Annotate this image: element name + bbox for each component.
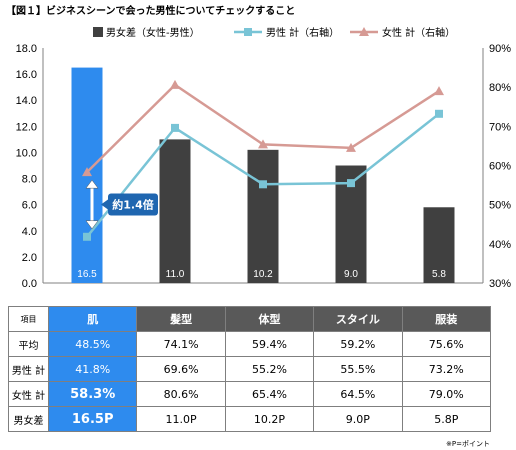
y-left-tick-label: 6.0 — [22, 200, 37, 212]
bar-value-label: 16.5 — [77, 269, 97, 280]
table-cell: 48.5% — [47, 331, 138, 357]
data-point — [258, 139, 268, 149]
table-corner-header: 項目 — [8, 306, 49, 332]
table-cell: 79.0% — [401, 381, 492, 407]
table-cell: 69.6% — [136, 356, 226, 382]
bar-value-label: 9.0 — [344, 269, 358, 280]
table-row: 男女差 16.5P 11.0P 10.2P 9.0P 5.8P — [8, 406, 492, 432]
annotation-box — [108, 193, 158, 216]
table-cell: 58.3% — [47, 381, 138, 407]
row-label: 男女差 — [8, 406, 49, 432]
data-point — [434, 86, 444, 96]
y-right-tick-label: 40% — [489, 239, 511, 251]
column-header: 肌 — [47, 306, 138, 332]
y-left-tick-label: 8.0 — [22, 174, 37, 186]
bar — [423, 207, 455, 283]
y-right-tick-label: 90% — [489, 43, 511, 55]
y-left-tick-label: 16.0 — [16, 69, 37, 81]
table-cell: 59.4% — [224, 331, 315, 357]
table-row: 男性 計 41.8% 69.6% 55.2% 55.5% 73.2% — [8, 356, 492, 382]
y-right-tick-label: 60% — [489, 161, 511, 173]
bar-value-label: 11.0 — [166, 269, 185, 280]
table-cell: 9.0P — [313, 406, 403, 432]
row-label: 女性 計 — [8, 381, 49, 407]
data-point — [346, 142, 356, 152]
figure-title: 【図１】ビジネスシーンで会った男性についてチェックすること — [6, 6, 296, 17]
y-right-tick-label: 50% — [489, 200, 511, 212]
annotation-pointer — [101, 199, 108, 210]
table-cell: 55.2% — [224, 356, 315, 382]
legend-label: 男女差（女性-男性） — [106, 26, 200, 39]
y-right-tick-label: 80% — [489, 82, 511, 94]
column-header: 体型 — [224, 306, 315, 332]
table-cell: 80.6% — [136, 381, 226, 407]
table-cell: 41.8% — [47, 356, 138, 382]
column-header: 髪型 — [136, 306, 226, 332]
legend-label: 男性 計（右軸） — [266, 26, 339, 39]
annotation-arrow-head — [85, 179, 99, 189]
y-left-tick-label: 18.0 — [16, 43, 37, 55]
table-cell: 5.8P — [401, 406, 492, 432]
annotation-arrow-head — [85, 220, 99, 230]
table-cell: 11.0P — [136, 406, 226, 432]
y-left-tick-label: 4.0 — [22, 226, 37, 238]
legend-swatch-marker — [359, 27, 369, 36]
bar — [159, 139, 191, 283]
data-table: 項目 肌 髪型 体型 スタイル 服装 平均 48.5% 74.1% 59.4% … — [8, 306, 492, 432]
column-header: 服装 — [401, 306, 492, 332]
data-point — [171, 123, 179, 132]
table-cell: 75.6% — [401, 331, 492, 357]
table-row: 女性 計 58.3% 80.6% 65.4% 64.5% 79.0% — [8, 381, 492, 407]
data-point — [259, 180, 267, 189]
y-left-tick-label: 14.0 — [16, 95, 37, 107]
row-label: 平均 — [8, 331, 49, 357]
table-cell: 74.1% — [136, 331, 226, 357]
y-right-tick-label: 30% — [489, 278, 511, 290]
table-cell: 65.4% — [224, 381, 315, 407]
data-point — [83, 232, 91, 241]
table-cell: 59.2% — [313, 331, 403, 357]
data-point — [435, 109, 443, 118]
bar-value-label: 10.2 — [253, 269, 273, 280]
data-point — [170, 79, 180, 89]
legend-swatch-bar — [93, 27, 103, 37]
table-header-row: 項目 肌 髪型 体型 スタイル 服装 — [8, 306, 492, 332]
table-cell: 10.2P — [224, 406, 315, 432]
data-point — [82, 167, 92, 177]
y-left-tick-label: 10.0 — [16, 147, 37, 159]
column-header: スタイル — [313, 306, 403, 332]
table-row: 平均 48.5% 74.1% 59.4% 59.2% 75.6% — [8, 331, 492, 357]
bar — [247, 149, 279, 283]
y-left-tick-label: 2.0 — [22, 252, 37, 264]
annotation-label: 約1.4倍 — [112, 197, 154, 211]
footnote: ※P=ポイント — [446, 440, 490, 448]
data-point — [347, 179, 355, 188]
legend-swatch-marker — [244, 28, 252, 36]
table-cell: 16.5P — [47, 406, 138, 432]
table-cell: 64.5% — [313, 381, 403, 407]
combo-chart: 0.0 2.0 4.0 6.0 8.0 10.0 12.0 14.0 16.0 18.0 30% 40… — [16, 26, 512, 290]
legend-label: 女性 計（右軸） — [382, 26, 455, 39]
y-left-tick-label: 0.0 — [22, 278, 37, 290]
table-cell: 73.2% — [401, 356, 492, 382]
bar-value-label: 5.8 — [432, 269, 446, 280]
y-right-tick-label: 70% — [489, 121, 511, 133]
table-cell: 55.5% — [313, 356, 403, 382]
row-label: 男性 計 — [8, 356, 49, 382]
y-left-tick-label: 12.0 — [16, 121, 37, 133]
